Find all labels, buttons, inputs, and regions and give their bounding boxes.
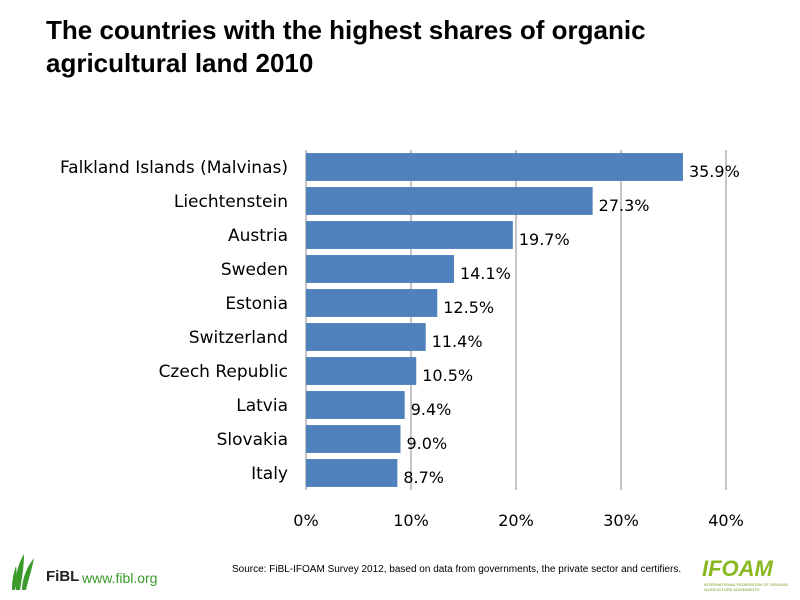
bar-6 — [306, 357, 417, 385]
bar-3 — [306, 255, 455, 283]
bar-9 — [306, 459, 398, 487]
category-label: Austria — [228, 226, 288, 246]
category-label: Sweden — [221, 260, 288, 280]
value-label: 10.5% — [422, 366, 473, 385]
value-label: 14.1% — [460, 264, 511, 283]
ifoam-logo-subtitle: INTERNATIONAL FEDERATION OF ORGANIC AGRI… — [704, 582, 789, 592]
value-label: 9.0% — [407, 434, 448, 453]
value-label: 9.4% — [411, 400, 452, 419]
fibl-logo-text: FiBL — [46, 568, 80, 585]
labels: 0% 10% 20% 30% 40% Falkland Islands (Malvinas… — [60, 158, 744, 530]
category-label: Czech Republic — [159, 362, 288, 382]
value-label: 12.5% — [443, 298, 494, 317]
category-label: Italy — [251, 464, 288, 484]
category-label: Latvia — [236, 396, 288, 416]
bar-2 — [306, 221, 513, 249]
x-tick-label: 0% — [293, 511, 318, 530]
source-note: Source: FiBL-IFOAM Survey 2012, based on… — [232, 564, 682, 575]
fibl-website-link[interactable]: www.fibl.org — [82, 570, 158, 586]
value-label: 8.7% — [403, 468, 444, 487]
ifoam-logo-text: IFOAM — [702, 556, 773, 581]
value-label: 19.7% — [519, 230, 570, 249]
ifoam-logo: IFOAM INTERNATIONAL FEDERATION OF ORGANI… — [700, 556, 792, 596]
bar-4 — [306, 289, 438, 317]
category-label: Liechtenstein — [174, 192, 288, 212]
category-label: Switzerland — [189, 328, 288, 348]
bar-1 — [306, 187, 593, 215]
bar-8 — [306, 425, 401, 453]
category-label: Slovakia — [217, 430, 288, 450]
bar-5 — [306, 323, 426, 351]
category-label: Estonia — [225, 294, 288, 314]
value-label: 27.3% — [599, 196, 650, 215]
bar-0 — [306, 153, 683, 181]
x-tick-label: 30% — [603, 511, 639, 530]
value-label: 35.9% — [689, 162, 740, 181]
category-label: Falkland Islands (Malvinas) — [60, 158, 288, 178]
x-tick-label: 40% — [708, 511, 744, 530]
leaf-icon — [12, 554, 34, 590]
x-tick-label: 20% — [498, 511, 534, 530]
bar-7 — [306, 391, 405, 419]
chart-title: The countries with the highest shares of… — [46, 15, 646, 78]
value-label: 11.4% — [432, 332, 483, 351]
x-tick-label: 10% — [393, 511, 429, 530]
bars — [306, 153, 683, 487]
fibl-logo: FiBL — [10, 552, 180, 592]
